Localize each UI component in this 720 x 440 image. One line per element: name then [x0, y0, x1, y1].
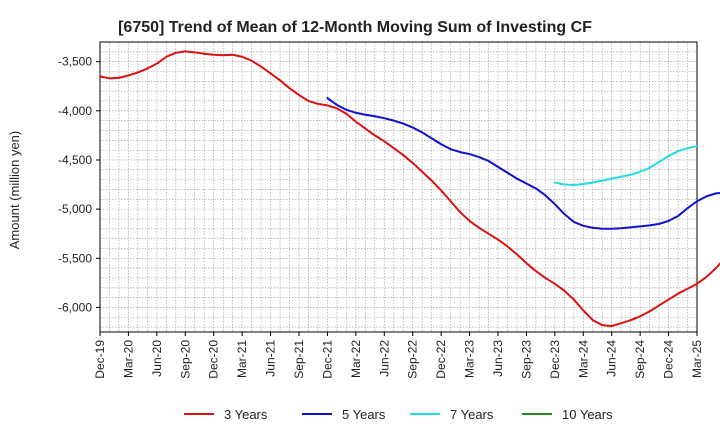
x-tick-label: Mar-23 — [463, 340, 477, 378]
grid — [100, 42, 697, 332]
x-tick-label: Jun-24 — [605, 340, 619, 377]
x-tick-label: Sep-23 — [519, 340, 533, 379]
series-line-3-years — [99, 50, 720, 328]
y-tick-label: -6,000 — [58, 300, 92, 314]
legend-label-7-years: 7 Years — [450, 407, 494, 422]
legend-label-3-years: 3 Years — [224, 407, 268, 422]
legend: 3 Years 5 Years 7 Years 10 Years — [184, 407, 613, 422]
x-tick-label: Dec-19 — [93, 340, 107, 379]
x-tick-label: Mar-24 — [576, 340, 590, 378]
y-tick-label: -4,500 — [58, 153, 92, 167]
legend-label-10-years: 10 Years — [562, 407, 613, 422]
x-tick-label: Sep-24 — [633, 340, 647, 379]
x-tick-label: Jun-21 — [264, 340, 278, 377]
x-tick-label: Dec-22 — [434, 340, 448, 379]
y-axis-label: Amount (million yen) — [7, 131, 22, 250]
x-tick-label: Dec-20 — [207, 340, 221, 379]
y-tick-label: -4,000 — [58, 104, 92, 118]
y-tick-label: -5,500 — [58, 251, 92, 265]
x-tick-label: Jun-20 — [150, 340, 164, 377]
series-lines — [99, 50, 720, 328]
x-tick-label: Sep-21 — [292, 340, 306, 379]
x-tick-label: Sep-20 — [178, 340, 192, 379]
x-tick-label: Mar-21 — [235, 340, 249, 378]
y-tick-label: -5,000 — [58, 202, 92, 216]
legend-label-5-years: 5 Years — [342, 407, 386, 422]
y-axis: -3,500 -4,000 -4,500 -5,000 -5,500 -6,000 — [58, 55, 100, 314]
x-tick-label: Dec-23 — [548, 340, 562, 379]
series-line-7-years — [553, 145, 698, 187]
x-tick-label: Mar-25 — [690, 340, 704, 378]
series-line-5-years — [326, 97, 720, 230]
x-tick-label: Dec-21 — [320, 340, 334, 379]
x-tick-label: Jun-22 — [377, 340, 391, 377]
x-tick-label: Mar-20 — [121, 340, 135, 378]
plot-frame — [99, 41, 698, 333]
x-tick-label: Mar-22 — [349, 340, 363, 378]
chart-title: [6750] Trend of Mean of 12-Month Moving … — [118, 19, 592, 36]
x-axis: Dec-19 Mar-20 Jun-20 Sep-20 Dec-20 Mar-21 Jun-… — [93, 332, 704, 379]
x-tick-label: Sep-22 — [406, 340, 420, 379]
x-tick-label: Jun-23 — [491, 340, 505, 377]
x-tick-label: Dec-24 — [662, 340, 676, 379]
y-tick-label: -3,500 — [58, 55, 92, 69]
